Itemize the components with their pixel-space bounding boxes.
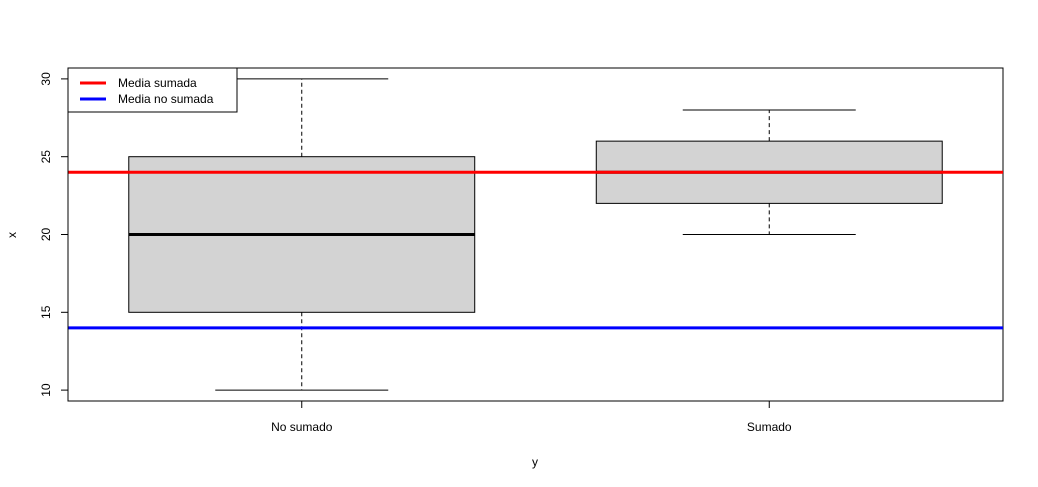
legend-box (67, 67, 238, 113)
y-tick-label-25: 25 (39, 150, 53, 164)
legend-label-media-no-sumada: Media no sumada (118, 92, 214, 106)
x-axis: No sumado Sumado (271, 400, 792, 434)
y-tick-label-20: 20 (39, 228, 53, 242)
y-tick-label-30: 30 (39, 72, 53, 86)
x-axis-label: y (532, 455, 538, 469)
y-axis-label: x (5, 232, 19, 238)
x-tick-label-no-sumado: No sumado (271, 420, 333, 434)
boxes-layer (128, 78, 943, 391)
legend-label-media-sumada: Media sumada (118, 76, 197, 90)
reference-lines-layer (68, 170, 1003, 330)
legend: Media sumada Media no sumada (67, 67, 238, 113)
y-tick-label-10: 10 (39, 383, 53, 397)
x-tick-label-sumado: Sumado (747, 420, 792, 434)
y-axis: 10 15 20 25 30 (39, 72, 69, 397)
y-tick-label-15: 15 (39, 305, 53, 319)
